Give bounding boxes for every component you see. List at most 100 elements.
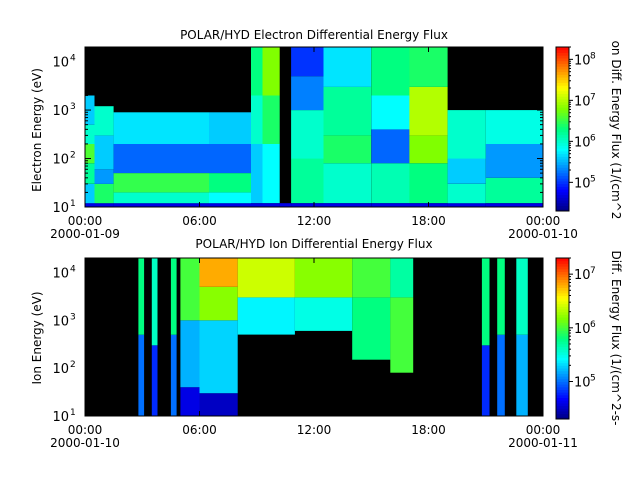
colorbar-frame: [555, 257, 570, 420]
colorbar-segment: [556, 351, 569, 356]
colorbar-segment: [556, 349, 569, 353]
colorbar-segment: [556, 52, 569, 56]
colorbar-tick-label: 10: [574, 322, 591, 337]
flux-cell: [291, 110, 324, 159]
colorbar-tick-label: 10: [574, 53, 591, 68]
colorbar-segment: [556, 397, 569, 401]
colorbar-segment: [556, 392, 569, 396]
flux-cell: [323, 86, 372, 136]
flux-cell: [262, 143, 280, 204]
flux-cell: [352, 297, 391, 360]
colorbar-segment: [556, 274, 569, 278]
colorbar-segment: [556, 276, 569, 280]
colorbar-segment: [556, 354, 569, 358]
colorbar-segment: [556, 335, 569, 339]
colorbar-segment: [556, 93, 569, 97]
flux-cell: [323, 163, 372, 204]
colorbar-segment: [556, 150, 569, 155]
colorbar-segment: [556, 153, 569, 157]
flux-cell: [94, 169, 114, 184]
colorbar-segment: [556, 373, 569, 377]
flux-cell: [409, 163, 448, 204]
flux-cell: [209, 192, 251, 204]
colorbar-segment: [556, 400, 569, 404]
colorbar-segment: [556, 194, 569, 198]
x-date-label: 2000-01-09: [50, 227, 120, 241]
colorbar-segment: [556, 90, 569, 94]
colorbar-segment: [556, 205, 569, 209]
y-tick-exponent: 4: [70, 264, 76, 274]
flux-cell: [94, 183, 114, 204]
colorbar-segment: [556, 359, 569, 364]
colorbar-segment: [556, 370, 569, 374]
colorbar-segment: [556, 341, 569, 345]
colorbar-segment: [556, 109, 569, 114]
y-tick-exponent: 4: [70, 54, 76, 64]
colorbar-tick-label: 10: [574, 176, 591, 191]
colorbar-segment: [556, 279, 569, 283]
colorbar-segment: [556, 260, 569, 264]
flux-cell: [85, 124, 95, 144]
flux-cell: [113, 143, 209, 174]
flux-cell: [371, 129, 410, 164]
colorbar-label: Diff. Energy Flux (1/(cm^2-s-: [609, 251, 623, 426]
colorbar-segment: [556, 197, 569, 201]
colorbar-segment: [556, 298, 569, 302]
colorbar-tick-exponent: 6: [590, 320, 596, 330]
colorbar-segment: [556, 126, 569, 130]
x-tick-label: 00:00: [526, 214, 561, 228]
colorbar-segment: [556, 365, 569, 369]
flux-cell: [113, 112, 209, 144]
colorbar-tick-exponent: 5: [590, 174, 596, 184]
flux-cell: [170, 334, 177, 416]
colorbar-tick-exponent: 7: [590, 92, 596, 102]
colorbar-segment: [556, 115, 569, 119]
flux-cell: [180, 320, 200, 388]
flux-cell: [199, 393, 238, 416]
flux-cell: [237, 297, 295, 335]
flux-cell: [113, 192, 209, 204]
flux-cell: [447, 158, 486, 184]
flux-cell: [447, 110, 486, 159]
x-tick-label: 00:00: [68, 423, 103, 437]
colorbar-segment: [556, 96, 569, 100]
colorbar-segment: [556, 71, 569, 75]
colorbar-segment: [556, 202, 569, 207]
colorbar-segment: [556, 330, 569, 334]
colorbar-segment: [556, 137, 569, 141]
flux-cell: [180, 387, 200, 416]
colorbar-segment: [556, 405, 569, 409]
ion-flux-panel: POLAR/HYD Ion Differential Energy Flux I…: [30, 237, 623, 450]
colorbar-segment: [556, 338, 569, 342]
colorbar-segment: [556, 284, 569, 289]
colorbar-segment: [556, 77, 569, 81]
colorbar-segment: [556, 170, 569, 174]
y-tick-label: 10: [52, 104, 69, 119]
flux-cell: [371, 95, 410, 130]
x-tick-label: 06:00: [182, 423, 217, 437]
colorbar-segment: [556, 266, 569, 270]
colorbar-segment: [556, 290, 569, 294]
x-tick-label: 12:00: [297, 214, 332, 228]
colorbar-segment: [556, 368, 569, 372]
colorbar-segment: [556, 362, 569, 366]
flux-cell: [291, 158, 324, 204]
colorbar-segment: [556, 79, 569, 84]
colorbar-segment: [556, 343, 569, 348]
flux-cell: [390, 258, 414, 298]
flux-cell: [516, 258, 528, 335]
flux-cell: [447, 203, 486, 207]
colorbar-segment: [556, 156, 569, 160]
colorbar-segment: [556, 112, 569, 116]
flux-cell: [151, 258, 158, 346]
x-tick-label: 12:00: [297, 423, 332, 437]
y-tick-exponent: 2: [70, 151, 76, 161]
flux-cell: [113, 203, 209, 207]
flux-cell: [409, 47, 448, 87]
colorbar-segment: [556, 74, 569, 78]
flux-cell: [485, 203, 544, 207]
colorbar-segment: [556, 55, 569, 59]
flux-cell: [199, 320, 238, 394]
colorbar-segment: [556, 357, 569, 361]
colorbar-tick-exponent: 8: [590, 51, 596, 61]
